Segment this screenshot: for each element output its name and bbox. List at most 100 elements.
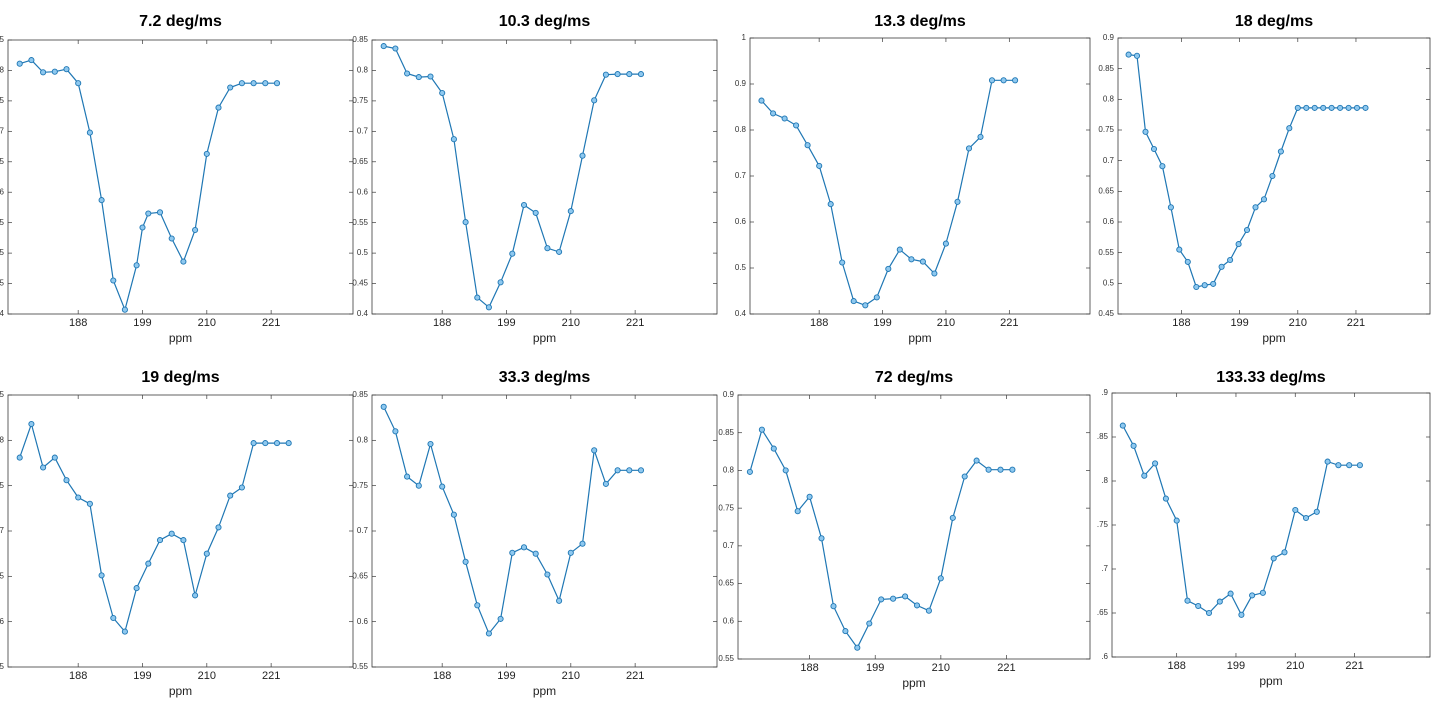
data-point — [579, 540, 586, 547]
y-tick-label: 0.85 — [0, 35, 5, 44]
data-point — [497, 615, 504, 622]
data-point — [854, 644, 861, 651]
data-point — [781, 115, 788, 122]
data-point — [86, 500, 93, 507]
x-tick-label: 221 — [262, 317, 280, 329]
y-tick-label: 0.65 — [352, 157, 368, 166]
y-tick-label: 0.5 — [357, 248, 369, 257]
chart-panel-3: 13.3 deg/ms 0.4 0.5 0.6 0.7 0.8 0.9 1 188 199 210 2… — [735, 13, 1091, 345]
data-point — [839, 259, 846, 266]
data-point — [866, 620, 873, 627]
y-tick-label: 0.75 — [1098, 125, 1114, 134]
data-point — [1269, 172, 1276, 180]
data-point — [1150, 145, 1158, 153]
y-tick-label: 0.8 — [1103, 94, 1115, 103]
data-point — [238, 484, 245, 491]
chart-title: 33.3 deg/ms — [499, 369, 591, 386]
data-point — [250, 80, 257, 87]
data-point — [902, 593, 909, 600]
x-tick-label: 221 — [1000, 317, 1018, 329]
y-tick-label: 0.65 — [718, 579, 734, 588]
data-point — [474, 294, 481, 301]
data-point — [75, 80, 82, 87]
y-tick-label: 0.8 — [357, 66, 369, 75]
data-point — [544, 571, 551, 578]
data-point — [942, 240, 949, 247]
x-tick-label: 210 — [1286, 660, 1304, 672]
chart-panel-8: 133.33 deg/ms .6 .65 .7 .75 .8 .85 .9 188 199 210 2… — [1097, 369, 1431, 688]
plot-area-frame — [7, 39, 354, 315]
data-point — [544, 245, 551, 252]
data-point — [1130, 442, 1137, 449]
data-point — [380, 43, 387, 50]
y-tick-label: .8 — [1101, 476, 1108, 485]
y-tick-label: 0.55 — [352, 218, 368, 227]
y-tick-label: 0.8 — [0, 66, 5, 75]
data-point — [462, 219, 469, 226]
chart-panel-2: 10.3 deg/ms 0.4 0.45 0.5 0.55 0.6 0.65 0.7 0.75 0… — [352, 13, 718, 345]
data-point — [215, 104, 222, 111]
data-point — [1356, 462, 1363, 469]
chart-panel-6: 33.3 deg/ms 0.55 0.6 0.65 0.7 0.75 0.8 0.85 188 1… — [352, 369, 718, 698]
data-point — [602, 71, 609, 78]
y-tick-label: 0.9 — [1103, 33, 1115, 42]
data-point — [51, 454, 58, 461]
y-tick-label: 0.7 — [0, 526, 5, 535]
x-tick-label: 210 — [1289, 317, 1307, 329]
data-point — [965, 145, 973, 152]
data-point — [1193, 283, 1200, 291]
y-tick-label: 0.8 — [357, 435, 369, 444]
y-tick-label: .85 — [1097, 432, 1109, 441]
y-tick-label: 0.8 — [0, 435, 5, 444]
x-tick-label: 221 — [626, 317, 644, 329]
data-point — [168, 235, 175, 242]
data-point — [415, 482, 422, 489]
data-point — [1238, 611, 1245, 618]
data-point — [830, 603, 837, 610]
x-axis-label: ppm — [908, 331, 931, 345]
data-point — [380, 403, 387, 410]
x-tick-label: 199 — [1227, 660, 1245, 672]
data-point — [925, 607, 932, 614]
data-point — [16, 454, 23, 461]
x-tick-label: 188 — [433, 317, 451, 329]
plot-area-frame — [7, 394, 354, 668]
data-point — [758, 97, 765, 104]
y-tick-label: 0.65 — [0, 571, 5, 580]
data-point — [1320, 104, 1327, 111]
y-tick-label: 0.7 — [735, 171, 747, 180]
data-point — [556, 597, 563, 604]
plot-area-frame — [1111, 392, 1431, 658]
data-point — [1277, 148, 1284, 155]
data-point — [961, 473, 968, 480]
data-point — [949, 514, 956, 521]
data-point — [977, 133, 984, 140]
y-tick-label: 0.55 — [352, 662, 368, 671]
data-point — [637, 467, 645, 474]
data-point — [1176, 246, 1183, 253]
data-point — [1281, 549, 1288, 556]
data-point — [850, 298, 857, 305]
data-point — [215, 524, 222, 531]
data-point — [919, 258, 926, 265]
y-tick-label: 0.6 — [0, 617, 5, 626]
data-point — [133, 262, 140, 269]
data-point — [439, 483, 446, 490]
data-point — [427, 440, 434, 448]
data-point — [878, 596, 885, 603]
x-tick-label: 188 — [1167, 660, 1185, 672]
data-point — [110, 614, 117, 622]
data-point — [1141, 472, 1148, 479]
data-point — [567, 208, 574, 215]
data-point — [1259, 589, 1266, 596]
x-tick-label: 199 — [497, 317, 515, 329]
data-point — [567, 549, 574, 556]
chart-panel-5: 19 deg/ms 0.55 0.6 0.65 0.7 0.75 0.8 0.85 188 199… — [0, 369, 354, 698]
data-point — [873, 294, 880, 301]
data-point — [1216, 598, 1223, 605]
data-point — [896, 246, 903, 253]
data-point — [1249, 592, 1256, 599]
data-point — [1311, 104, 1318, 111]
data-point — [579, 152, 586, 159]
